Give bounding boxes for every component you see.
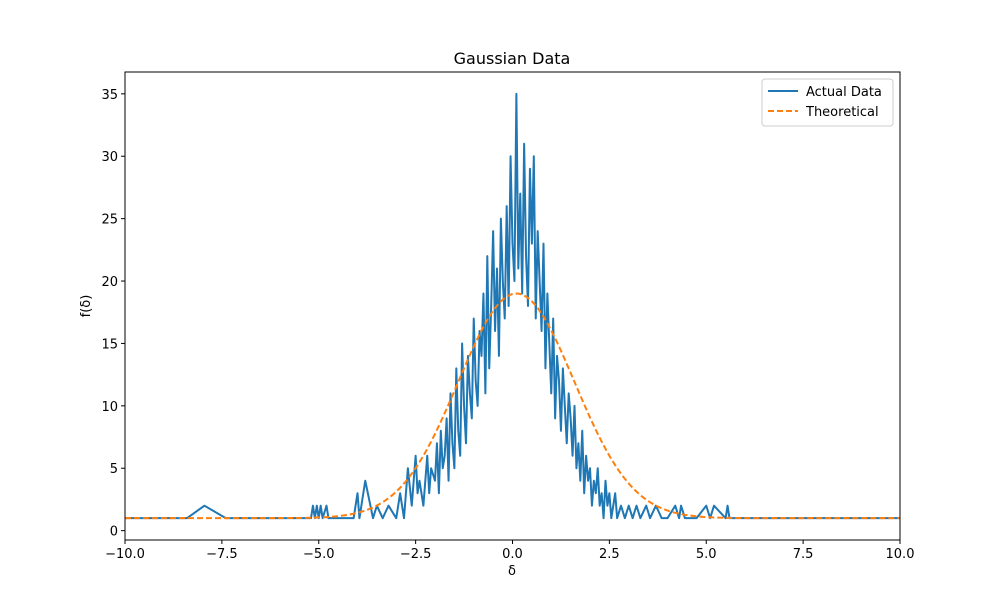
x-tick-label: −5.0	[303, 547, 335, 562]
series-line-theoretical	[125, 292, 900, 520]
x-tick-label: 0.0	[502, 547, 523, 562]
x-axis-label: δ	[508, 564, 516, 579]
series-layer	[125, 92, 900, 520]
chart-title: Gaussian Data	[454, 49, 571, 68]
x-tick-label: 10.0	[886, 547, 915, 562]
y-tick-label: 5	[110, 462, 118, 477]
y-axis: 0 5 10 15 20 25 30 35	[101, 88, 125, 540]
x-tick-label: −7.5	[206, 547, 238, 562]
plot-frame	[124, 71, 901, 541]
series-line-actual-data	[125, 92, 900, 520]
x-tick-label: 7.5	[793, 547, 814, 562]
x-axis: −10.0 −7.5 −5.0 −2.5 0.0 2.5 5.0 7.5 10.0	[105, 540, 914, 562]
y-axis-label: f(δ)	[79, 295, 94, 318]
legend-label-theoretical: Theoretical	[805, 105, 879, 120]
y-tick-label: 35	[101, 88, 118, 103]
y-tick-label: 10	[101, 400, 118, 415]
legend-label-actual-data: Actual Data	[806, 85, 882, 100]
x-tick-label: −10.0	[105, 547, 145, 562]
x-tick-label: 5.0	[696, 547, 717, 562]
legend: Actual Data Theoretical	[761, 78, 894, 127]
y-tick-label: 25	[101, 213, 118, 228]
y-tick-label: 20	[101, 275, 118, 290]
y-tick-label: 15	[101, 337, 118, 352]
y-tick-label: 0	[110, 525, 118, 540]
x-tick-label: −2.5	[400, 547, 432, 562]
y-tick-label: 30	[101, 150, 118, 165]
x-tick-label: 2.5	[599, 547, 620, 562]
